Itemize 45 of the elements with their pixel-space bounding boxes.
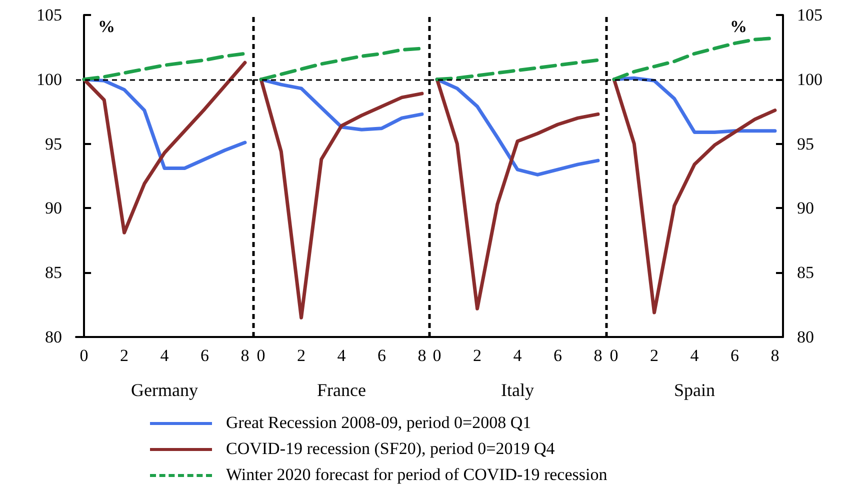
y-tick-label: 100 <box>36 70 62 89</box>
y2-tick-label: 95 <box>796 134 814 154</box>
x-tick-label: 6 <box>200 346 209 365</box>
x-tick-label: 8 <box>594 346 602 365</box>
legend-label: COVID-19 recession (SF20), period 0=2019 Q4 <box>226 439 555 459</box>
x-axis-title: Spain <box>673 380 715 400</box>
x-axis-title: Italy <box>501 380 534 400</box>
x-tick-label: 0 <box>256 346 265 365</box>
x-tick-label: 6 <box>376 346 386 365</box>
x-tick-label: 8 <box>770 346 779 365</box>
y2-tick-label: 105 <box>796 6 822 24</box>
line-series <box>82 52 247 82</box>
x-tick-label: 4 <box>513 346 522 365</box>
line-series <box>612 78 776 314</box>
x-tick-label: 4 <box>690 346 699 365</box>
y-tick-label: 90 <box>45 198 62 218</box>
x-axis-title: Germany <box>131 380 198 400</box>
line-series <box>82 78 247 170</box>
x-tick-label: 6 <box>730 346 738 365</box>
legend-label: Great Recession 2008-09, period 0=2008 Q1 <box>226 413 532 433</box>
y-tick-label: 105 <box>36 6 62 24</box>
y2-tick-label: 80 <box>796 328 814 346</box>
x-tick-label: 0 <box>432 346 442 365</box>
x-axis-title: France <box>316 380 366 400</box>
y2-tick-label: 90 <box>796 198 814 218</box>
x-tick-label: 2 <box>650 346 658 365</box>
annotation: % <box>730 17 746 36</box>
x-tick-label: 0 <box>609 346 618 365</box>
y2-tick-label: 85 <box>796 263 814 282</box>
x-tick-label: 8 <box>240 346 250 365</box>
x-tick-label: 2 <box>473 346 482 365</box>
x-tick-label: 2 <box>120 346 129 365</box>
y-tick-label: 85 <box>45 263 62 282</box>
x-tick-label: 6 <box>553 346 562 365</box>
x-tick-label: 8 <box>417 346 426 365</box>
x-tick-label: 4 <box>160 346 170 365</box>
x-tick-label: 2 <box>296 346 306 365</box>
y-tick-label: 95 <box>45 134 62 154</box>
legend-label: Winter 2020 forecast for period of COVID-19 recession <box>226 465 608 485</box>
y2-tick-label: 100 <box>796 70 822 89</box>
x-tick-label: 4 <box>336 346 346 365</box>
y-tick-label: 80 <box>45 328 62 346</box>
line-series <box>82 60 247 234</box>
annotation: % <box>98 17 115 36</box>
x-tick-label: 0 <box>80 346 88 365</box>
